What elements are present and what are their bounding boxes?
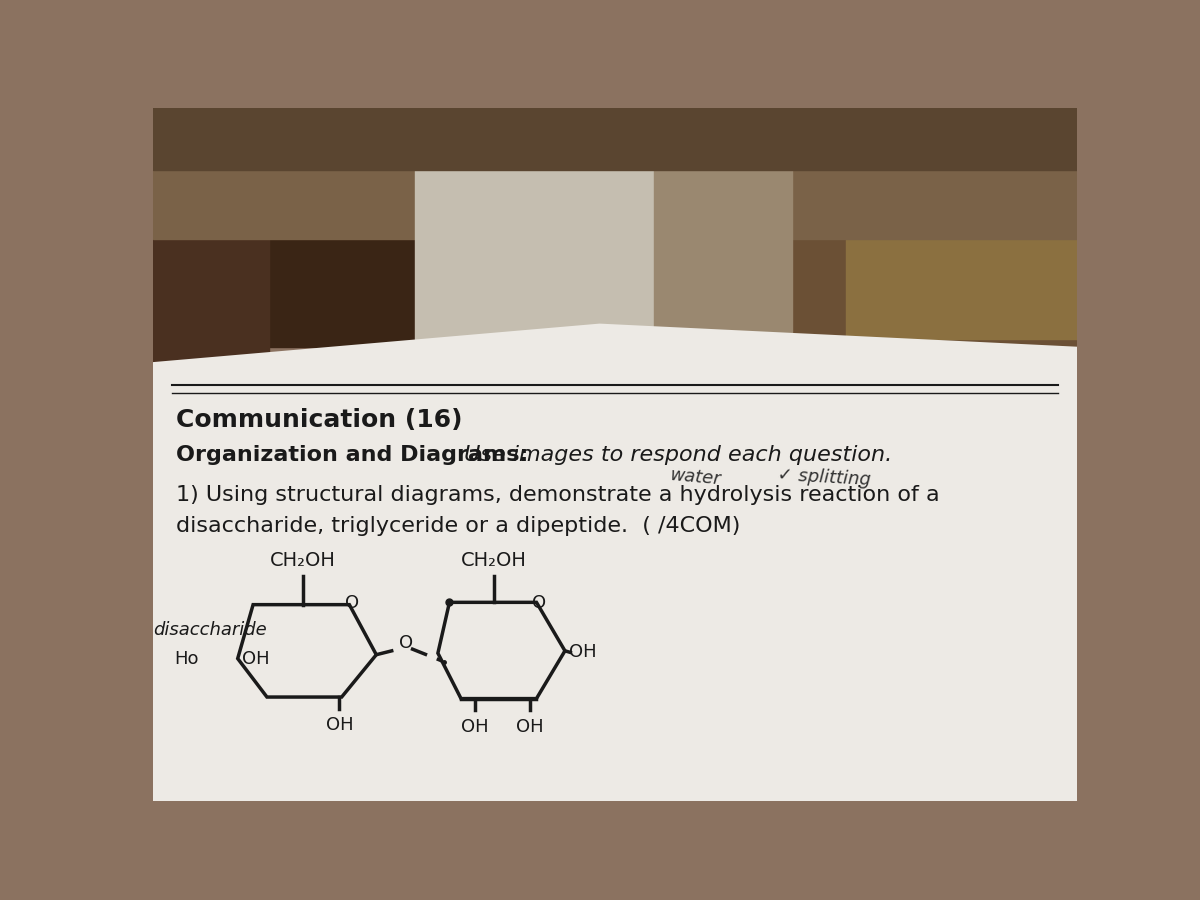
Text: CH₂OH: CH₂OH <box>270 551 336 570</box>
Text: ✓ splitting: ✓ splitting <box>776 466 871 489</box>
Text: OH: OH <box>241 650 269 668</box>
Bar <box>154 108 269 416</box>
Text: disaccharide, triglyceride or a dipeptide.  ( /4COM): disaccharide, triglyceride or a dipeptid… <box>176 516 740 536</box>
Text: CH₂OH: CH₂OH <box>461 551 527 570</box>
Bar <box>154 108 445 346</box>
Text: O: O <box>344 594 359 612</box>
Text: disaccharide: disaccharide <box>154 621 266 639</box>
Bar <box>692 108 1078 377</box>
Bar <box>154 108 1078 169</box>
Text: OH: OH <box>325 716 353 734</box>
Text: 1) Using structural diagrams, demonstrate a hydrolysis reaction of a: 1) Using structural diagrams, demonstrat… <box>176 485 940 505</box>
Text: Ho: Ho <box>175 650 199 668</box>
Bar <box>846 108 1078 339</box>
Text: O: O <box>400 634 414 652</box>
Text: OH: OH <box>461 718 488 736</box>
Bar <box>654 108 792 346</box>
Bar <box>154 169 1078 238</box>
Text: Organization and Diagrams:: Organization and Diagrams: <box>176 446 528 465</box>
Text: Communication (16): Communication (16) <box>176 409 463 432</box>
Text: O: O <box>533 594 547 612</box>
Bar <box>415 108 692 362</box>
Text: Use images to respond each question.: Use images to respond each question. <box>457 446 893 465</box>
Polygon shape <box>154 324 1078 801</box>
Text: OH: OH <box>569 644 596 662</box>
Text: OH: OH <box>516 718 544 736</box>
Text: water: water <box>668 466 721 489</box>
